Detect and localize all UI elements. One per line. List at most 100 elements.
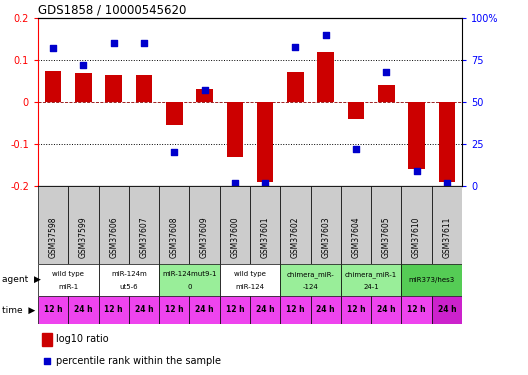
Point <box>261 180 269 186</box>
Text: ut5-6: ut5-6 <box>119 284 138 290</box>
Text: miR373/hes3: miR373/hes3 <box>409 277 455 283</box>
Bar <box>310 296 341 324</box>
Text: GSM37611: GSM37611 <box>442 216 451 258</box>
Point <box>109 40 118 46</box>
Text: GSM37604: GSM37604 <box>352 216 361 258</box>
Text: GSM37606: GSM37606 <box>109 216 118 258</box>
Bar <box>310 186 341 264</box>
Point <box>49 45 58 51</box>
Bar <box>68 186 99 264</box>
Text: 24 h: 24 h <box>316 306 335 315</box>
Bar <box>401 186 432 264</box>
Text: GSM37608: GSM37608 <box>170 216 179 258</box>
Bar <box>136 75 153 102</box>
Bar <box>347 102 364 119</box>
Point <box>170 149 178 155</box>
Point <box>322 32 330 38</box>
Text: wild type: wild type <box>52 271 84 277</box>
Bar <box>280 186 310 264</box>
Bar <box>250 186 280 264</box>
Bar <box>129 296 159 324</box>
Text: miR-124m: miR-124m <box>111 271 147 277</box>
Bar <box>341 264 401 296</box>
Point <box>231 180 239 186</box>
Bar <box>317 52 334 102</box>
Text: 12 h: 12 h <box>105 306 123 315</box>
Text: GSM37599: GSM37599 <box>79 216 88 258</box>
Text: GSM37603: GSM37603 <box>321 216 330 258</box>
Text: 12 h: 12 h <box>407 306 426 315</box>
Bar <box>159 186 190 264</box>
Text: 12 h: 12 h <box>44 306 62 315</box>
Text: miR-124: miR-124 <box>235 284 265 290</box>
Text: chimera_miR-: chimera_miR- <box>287 271 334 278</box>
Text: log10 ratio: log10 ratio <box>56 334 108 344</box>
Text: GSM37602: GSM37602 <box>291 216 300 258</box>
Text: wild type: wild type <box>234 271 266 277</box>
Bar <box>38 264 99 296</box>
Bar <box>220 264 280 296</box>
Text: agent  ▶: agent ▶ <box>2 276 41 285</box>
Bar <box>401 296 432 324</box>
Text: 24 h: 24 h <box>135 306 153 315</box>
Bar <box>106 75 122 102</box>
Text: 12 h: 12 h <box>347 306 365 315</box>
Point <box>79 62 88 68</box>
Bar <box>129 186 159 264</box>
Bar <box>220 296 250 324</box>
Bar <box>190 186 220 264</box>
Point <box>43 358 51 364</box>
Text: miR-124mut9-1: miR-124mut9-1 <box>162 271 216 277</box>
Bar <box>159 296 190 324</box>
Text: 24 h: 24 h <box>195 306 214 315</box>
Text: GSM37600: GSM37600 <box>230 216 239 258</box>
Text: GSM37607: GSM37607 <box>139 216 148 258</box>
Bar <box>42 333 52 346</box>
Text: 12 h: 12 h <box>165 306 184 315</box>
Text: 0: 0 <box>187 284 192 290</box>
Bar <box>99 264 159 296</box>
Bar <box>166 102 183 125</box>
Bar <box>75 73 92 102</box>
Bar <box>257 102 274 182</box>
Bar <box>38 186 68 264</box>
Point <box>442 180 451 186</box>
Text: miR-1: miR-1 <box>58 284 79 290</box>
Point <box>412 168 421 174</box>
Bar <box>341 296 371 324</box>
Bar <box>439 102 455 182</box>
Bar <box>401 264 462 296</box>
Bar <box>341 186 371 264</box>
Text: GSM37609: GSM37609 <box>200 216 209 258</box>
Bar <box>99 186 129 264</box>
Bar <box>250 296 280 324</box>
Text: 24 h: 24 h <box>74 306 93 315</box>
Point <box>200 87 209 93</box>
Bar <box>99 296 129 324</box>
Bar <box>287 72 304 102</box>
Bar <box>280 264 341 296</box>
Text: GSM37610: GSM37610 <box>412 216 421 258</box>
Text: GSM37605: GSM37605 <box>382 216 391 258</box>
Bar <box>378 85 394 102</box>
Text: time  ▶: time ▶ <box>2 306 35 315</box>
Text: percentile rank within the sample: percentile rank within the sample <box>56 356 221 366</box>
Text: 24-1: 24-1 <box>363 284 379 290</box>
Text: 12 h: 12 h <box>286 306 305 315</box>
Bar <box>159 264 220 296</box>
Text: 24 h: 24 h <box>256 306 275 315</box>
Bar <box>280 296 310 324</box>
Bar <box>371 186 401 264</box>
Bar <box>68 296 99 324</box>
Bar <box>432 186 462 264</box>
Bar <box>432 296 462 324</box>
Bar <box>220 186 250 264</box>
Text: chimera_miR-1: chimera_miR-1 <box>345 271 397 278</box>
Bar <box>38 296 68 324</box>
Bar <box>45 70 61 102</box>
Bar <box>196 89 213 102</box>
Text: GSM37598: GSM37598 <box>49 216 58 258</box>
Bar <box>408 102 425 169</box>
Point <box>140 40 148 46</box>
Text: 12 h: 12 h <box>225 306 244 315</box>
